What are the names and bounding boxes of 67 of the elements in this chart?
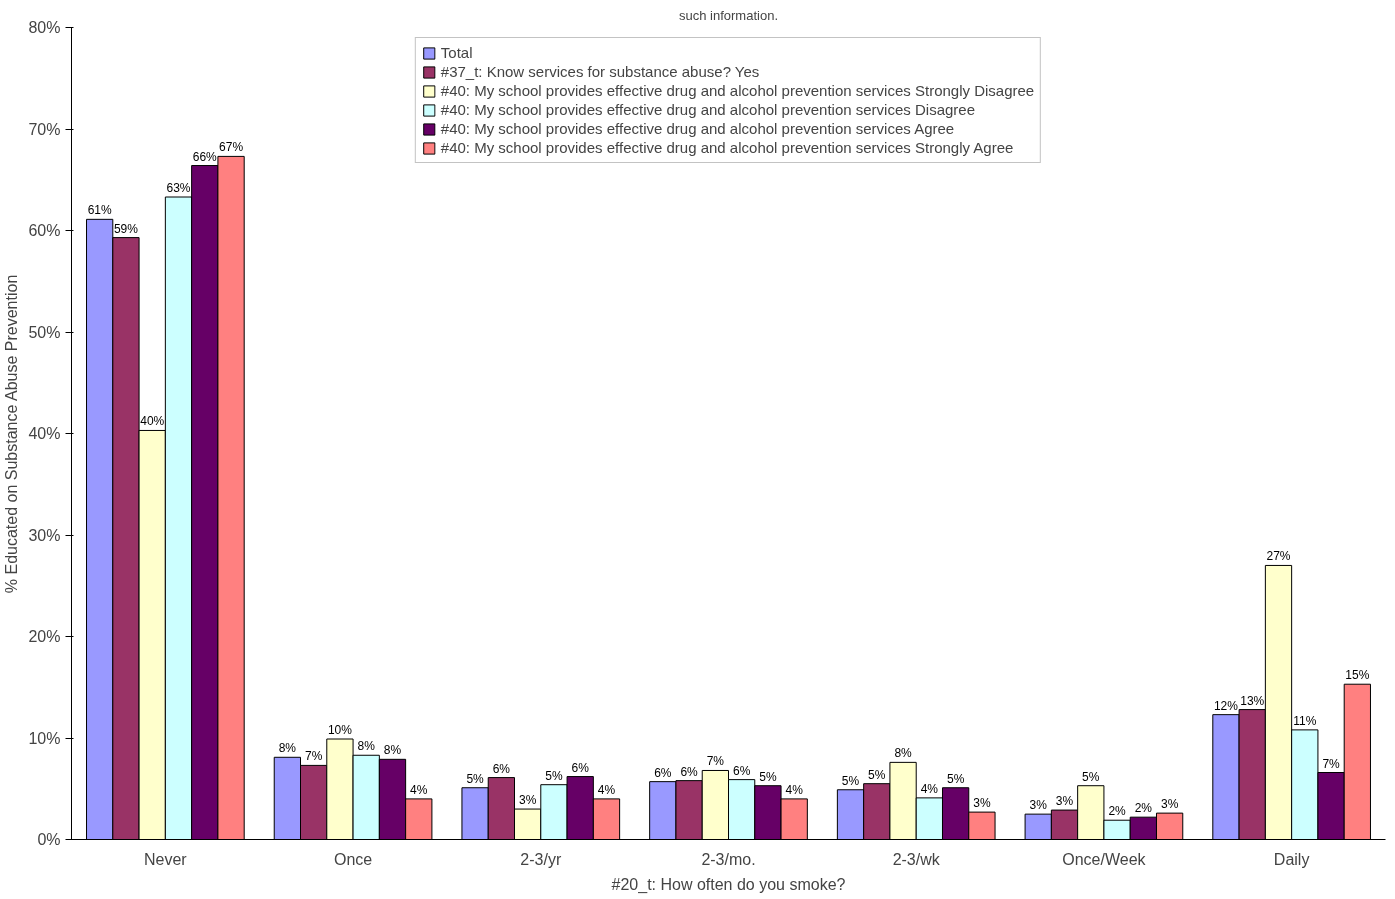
data-label: 8% <box>357 739 376 754</box>
data-label: 2% <box>1134 801 1153 816</box>
data-label: 13% <box>1240 693 1265 708</box>
data-label: 3% <box>1029 798 1048 813</box>
legend-label: #40: My school provides effective drug and alcohol prevention services Disagree <box>440 101 975 118</box>
data-label: 4% <box>410 782 428 797</box>
y-tick-label: 70% <box>28 120 61 138</box>
data-label: 8% <box>894 746 913 761</box>
legend-label: #40: My school provides effective drug and alcohol prevention services Strongly Disagree <box>440 82 1035 99</box>
data-label: 5% <box>1082 769 1100 784</box>
y-tick-label: 0% <box>37 831 61 848</box>
data-label: 61% <box>87 203 112 218</box>
data-label: 6% <box>732 763 751 778</box>
data-label: 5% <box>466 771 485 786</box>
data-label: 27% <box>1266 549 1291 564</box>
legend-label: #37_t: Know services for substance abuse? Yes <box>440 63 760 80</box>
x-axis-title: #20_t: How often do you smoke? <box>611 875 846 894</box>
data-label: 6% <box>680 764 699 779</box>
data-label: 3% <box>518 793 537 808</box>
x-tick-label: 2-3/wk <box>892 850 941 868</box>
legend-label: Total <box>440 44 473 61</box>
data-label: 5% <box>759 769 777 784</box>
x-tick-label: Daily <box>1273 850 1310 868</box>
y-axis-title: % Educated on Substance Abuse Prevention <box>3 274 21 594</box>
data-label: 63% <box>166 181 191 196</box>
data-label: 6% <box>654 765 672 780</box>
data-label: 2% <box>1108 804 1127 819</box>
legend-label: #40: My school provides effective drug and alcohol prevention services Agree <box>440 120 955 137</box>
data-label: 6% <box>492 761 511 776</box>
x-tick-label: Once/Week <box>1062 850 1147 868</box>
data-label: 3% <box>1055 794 1074 809</box>
data-label: 7% <box>304 749 323 764</box>
data-label: 11% <box>1293 713 1317 728</box>
y-tick-label: 40% <box>28 425 61 442</box>
data-label: 4% <box>597 782 616 797</box>
legend-label: #40: My school provides effective drug and alcohol prevention services Strongly Agree <box>440 139 1014 156</box>
data-label: 6% <box>571 760 590 775</box>
data-label: 7% <box>706 754 725 769</box>
y-tick-label: 80% <box>28 19 61 36</box>
data-label: 3% <box>973 796 991 811</box>
data-label: 4% <box>785 782 804 797</box>
data-label: 8% <box>383 743 402 758</box>
y-tick-label: 50% <box>28 323 61 341</box>
data-label: 5% <box>868 767 886 782</box>
x-tick-label: 2-3/mo. <box>701 850 756 868</box>
y-tick-label: 30% <box>28 526 61 544</box>
data-label: 59% <box>113 221 139 236</box>
data-label: 67% <box>219 140 244 155</box>
data-label: 5% <box>545 768 563 783</box>
y-tick-label: 20% <box>28 628 61 645</box>
x-tick-label: Once <box>333 850 373 868</box>
y-tick-label: 60% <box>28 222 61 239</box>
data-label: 3% <box>1160 797 1179 812</box>
data-label: 4% <box>920 781 939 796</box>
data-label: 40% <box>140 414 165 429</box>
data-label: 5% <box>946 771 965 786</box>
chart-title: such information. <box>679 7 778 23</box>
data-label: 12% <box>1213 698 1239 713</box>
data-label: 15% <box>1345 668 1370 683</box>
data-label: 66% <box>192 149 218 164</box>
data-label: 7% <box>1322 756 1341 771</box>
x-tick-label: 2-3/yr <box>520 850 562 868</box>
x-tick-label: Never <box>144 850 188 868</box>
data-label: 8% <box>278 741 297 756</box>
y-tick-label: 10% <box>28 729 61 747</box>
data-label: 10% <box>327 723 353 738</box>
data-label: 5% <box>841 773 860 788</box>
